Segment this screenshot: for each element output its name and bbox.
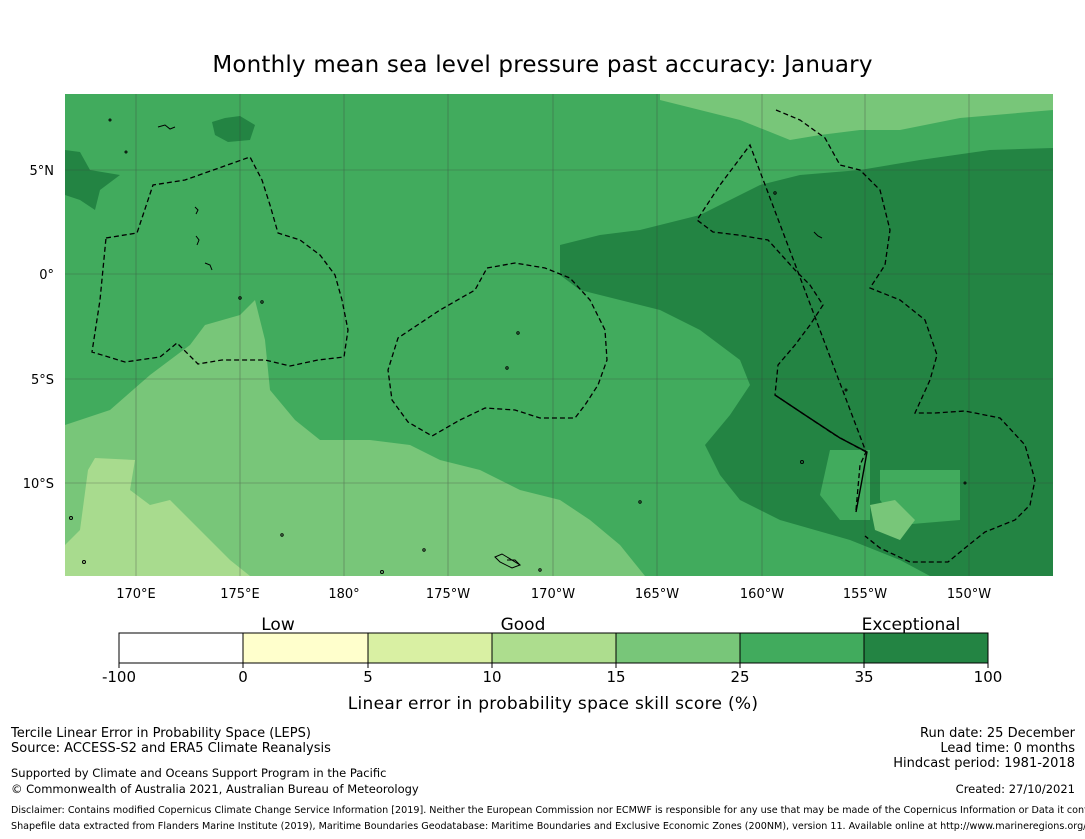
- colorbar-tick-label: -100: [102, 668, 136, 686]
- colorbar-swatch: [368, 633, 492, 663]
- skill-pocket-15-25: [870, 500, 915, 540]
- skill-patch-above-35: [212, 116, 255, 142]
- graticule: [65, 94, 1053, 576]
- support-line: Supported by Climate and Oceans Support …: [11, 766, 387, 780]
- island: [260, 300, 264, 304]
- lon-label-170e: 170°E: [116, 587, 156, 602]
- island: [157, 124, 176, 130]
- colorbar-tick-label: 100: [974, 668, 1003, 686]
- created-date: Created: 27/10/2021: [955, 782, 1075, 796]
- island: [82, 560, 86, 564]
- island: [507, 559, 521, 566]
- colorbar-swatch: [119, 633, 243, 663]
- island: [194, 206, 199, 215]
- island: [124, 150, 128, 154]
- method-line: Tercile Linear Error in Probability Spac…: [11, 726, 311, 741]
- eez-boundary-northeast: [696, 109, 1036, 563]
- island: [69, 516, 73, 520]
- lon-label-160w: 160°W: [740, 587, 784, 602]
- colorbar-tick-label: 10: [482, 668, 501, 686]
- eez-boundary-west: [91, 156, 349, 367]
- eez-boundaries: [91, 109, 1036, 563]
- lon-label-180: 180°: [328, 587, 359, 602]
- colorbar-tick-label: 15: [606, 668, 625, 686]
- island: [238, 296, 242, 300]
- skill-map: [65, 94, 1053, 576]
- lat-label-5n: 5°N: [30, 164, 55, 179]
- lon-label-175e: 175°E: [220, 587, 260, 602]
- colorbar-category-good: Good: [501, 615, 546, 635]
- island: [195, 235, 200, 246]
- colorbar-tick-label: 5: [363, 668, 373, 686]
- colorbar-label: Linear error in probability space skill …: [348, 694, 759, 714]
- skill-map-figure: 5°N 0° 5°S 10°S 170°E 175°E 180° 175°W 1…: [23, 94, 1053, 714]
- shapefile-credit: Shapefile data extracted from Flanders M…: [11, 821, 1085, 832]
- island: [963, 481, 967, 485]
- colorbar-frame: [118, 632, 989, 664]
- eez-boundary-central: [387, 262, 608, 437]
- island: [773, 191, 777, 195]
- island: [813, 231, 823, 239]
- lon-label-150w: 150°W: [947, 587, 991, 602]
- island: [505, 366, 509, 370]
- island: [108, 118, 112, 122]
- island: [538, 568, 542, 572]
- disclaimer: Disclaimer: Contains modified Copernicus…: [11, 805, 1085, 816]
- lat-label-0: 0°: [39, 268, 54, 283]
- island: [280, 533, 284, 537]
- colorbar-swatch: [243, 633, 368, 663]
- colorbar-tick-label: 25: [730, 668, 749, 686]
- hindcast-period: Hindcast period: 1981-2018: [893, 756, 1075, 771]
- source-line: Source: ACCESS-S2 and ERA5 Climate Reana…: [11, 741, 331, 756]
- island: [380, 570, 384, 574]
- island: [516, 331, 520, 335]
- colorbar-ticks: [118, 633, 989, 668]
- lat-label-10s: 10°S: [23, 477, 54, 492]
- skill-region-below-15: [65, 458, 250, 576]
- lon-label-165w: 165°W: [635, 587, 679, 602]
- colorbar: Low Good Exceptional -100 0 5 10 15 25 3…: [102, 615, 1002, 714]
- lon-label-155w: 155°W: [843, 587, 887, 602]
- islands: [69, 118, 967, 574]
- lead-time: Lead time: 0 months: [940, 741, 1075, 756]
- island: [638, 500, 642, 504]
- colorbar-swatch: [864, 633, 988, 663]
- island: [422, 548, 426, 552]
- island: [204, 262, 213, 271]
- colorbar-category-exceptional: Exceptional: [862, 615, 961, 635]
- colorbar-swatch: [492, 633, 616, 663]
- lon-label-175w: 175°W: [426, 587, 470, 602]
- lat-label-5s: 5°S: [31, 373, 54, 388]
- colorbar-tick-label: 35: [854, 668, 873, 686]
- colorbar-swatch: [616, 633, 740, 663]
- skill-region-15-25-north: [660, 94, 1053, 140]
- lon-label-170w: 170°W: [531, 587, 575, 602]
- run-date: Run date: 25 December: [920, 726, 1075, 741]
- skill-region-15-25-southwest: [65, 300, 645, 576]
- colorbar-tick-label: 0: [238, 668, 248, 686]
- page-title: Monthly mean sea level pressure past acc…: [212, 52, 873, 78]
- colorbar-swatch: [740, 633, 864, 663]
- island: [844, 388, 848, 392]
- island: [800, 460, 804, 464]
- copyright-line: © Commonwealth of Australia 2021, Austra…: [11, 782, 419, 796]
- colorbar-category-low: Low: [261, 615, 295, 635]
- skill-patch-above-35: [65, 150, 120, 210]
- skill-region-above-35: [560, 148, 1053, 576]
- maritime-boundary-solid: [774, 394, 868, 513]
